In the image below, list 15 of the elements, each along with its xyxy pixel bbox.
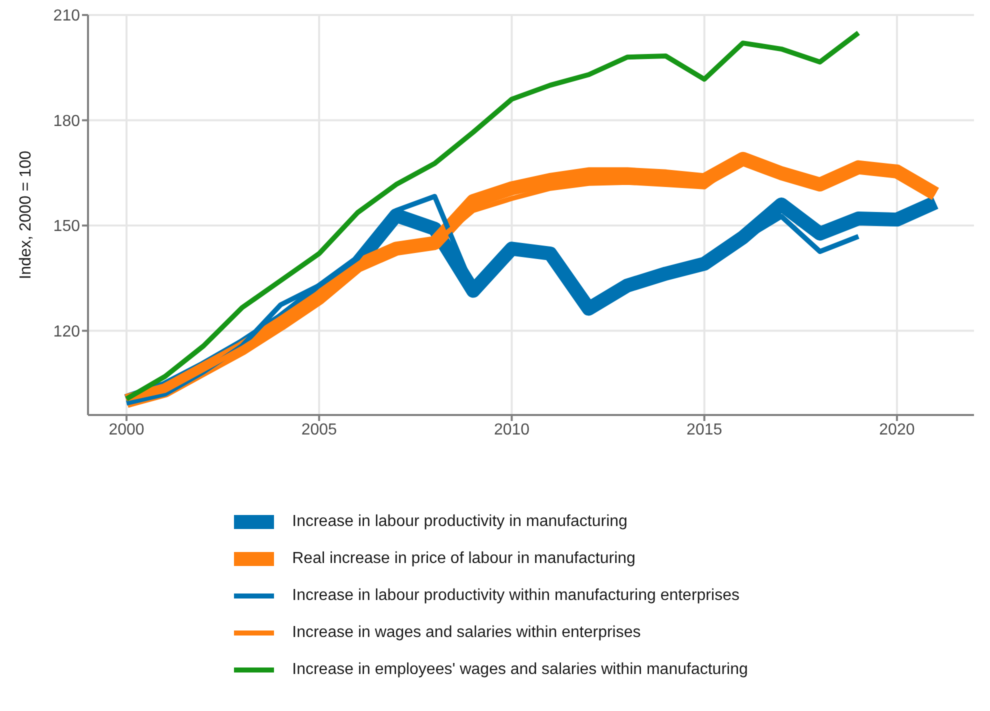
legend-label: Real increase in price of labour in manufacturing	[292, 550, 636, 568]
legend-label: Increase in wages and salaries within enterprises	[292, 624, 641, 642]
x-tick-label: 2015	[686, 421, 722, 438]
x-tick-label: 2020	[879, 421, 915, 438]
y-tick-label: 120	[53, 323, 80, 340]
x-tick-label: 2005	[301, 421, 338, 438]
legend-label: Increase in employees' wages and salaries within manufacturing	[292, 660, 748, 678]
x-tick-label: 2010	[494, 421, 530, 438]
legend-label: Increase in labour productivity within manufacturing enterprises	[292, 586, 740, 604]
y-tick-label: 210	[53, 8, 80, 25]
y-tick-label: 150	[53, 218, 80, 236]
y-axis-title: Index, 2000 = 100	[18, 150, 35, 280]
y-tick-label: 180	[53, 112, 80, 130]
legend-label: Increase in labour productivity in manufacturing	[292, 512, 628, 530]
x-tick-label: 2000	[108, 421, 144, 438]
